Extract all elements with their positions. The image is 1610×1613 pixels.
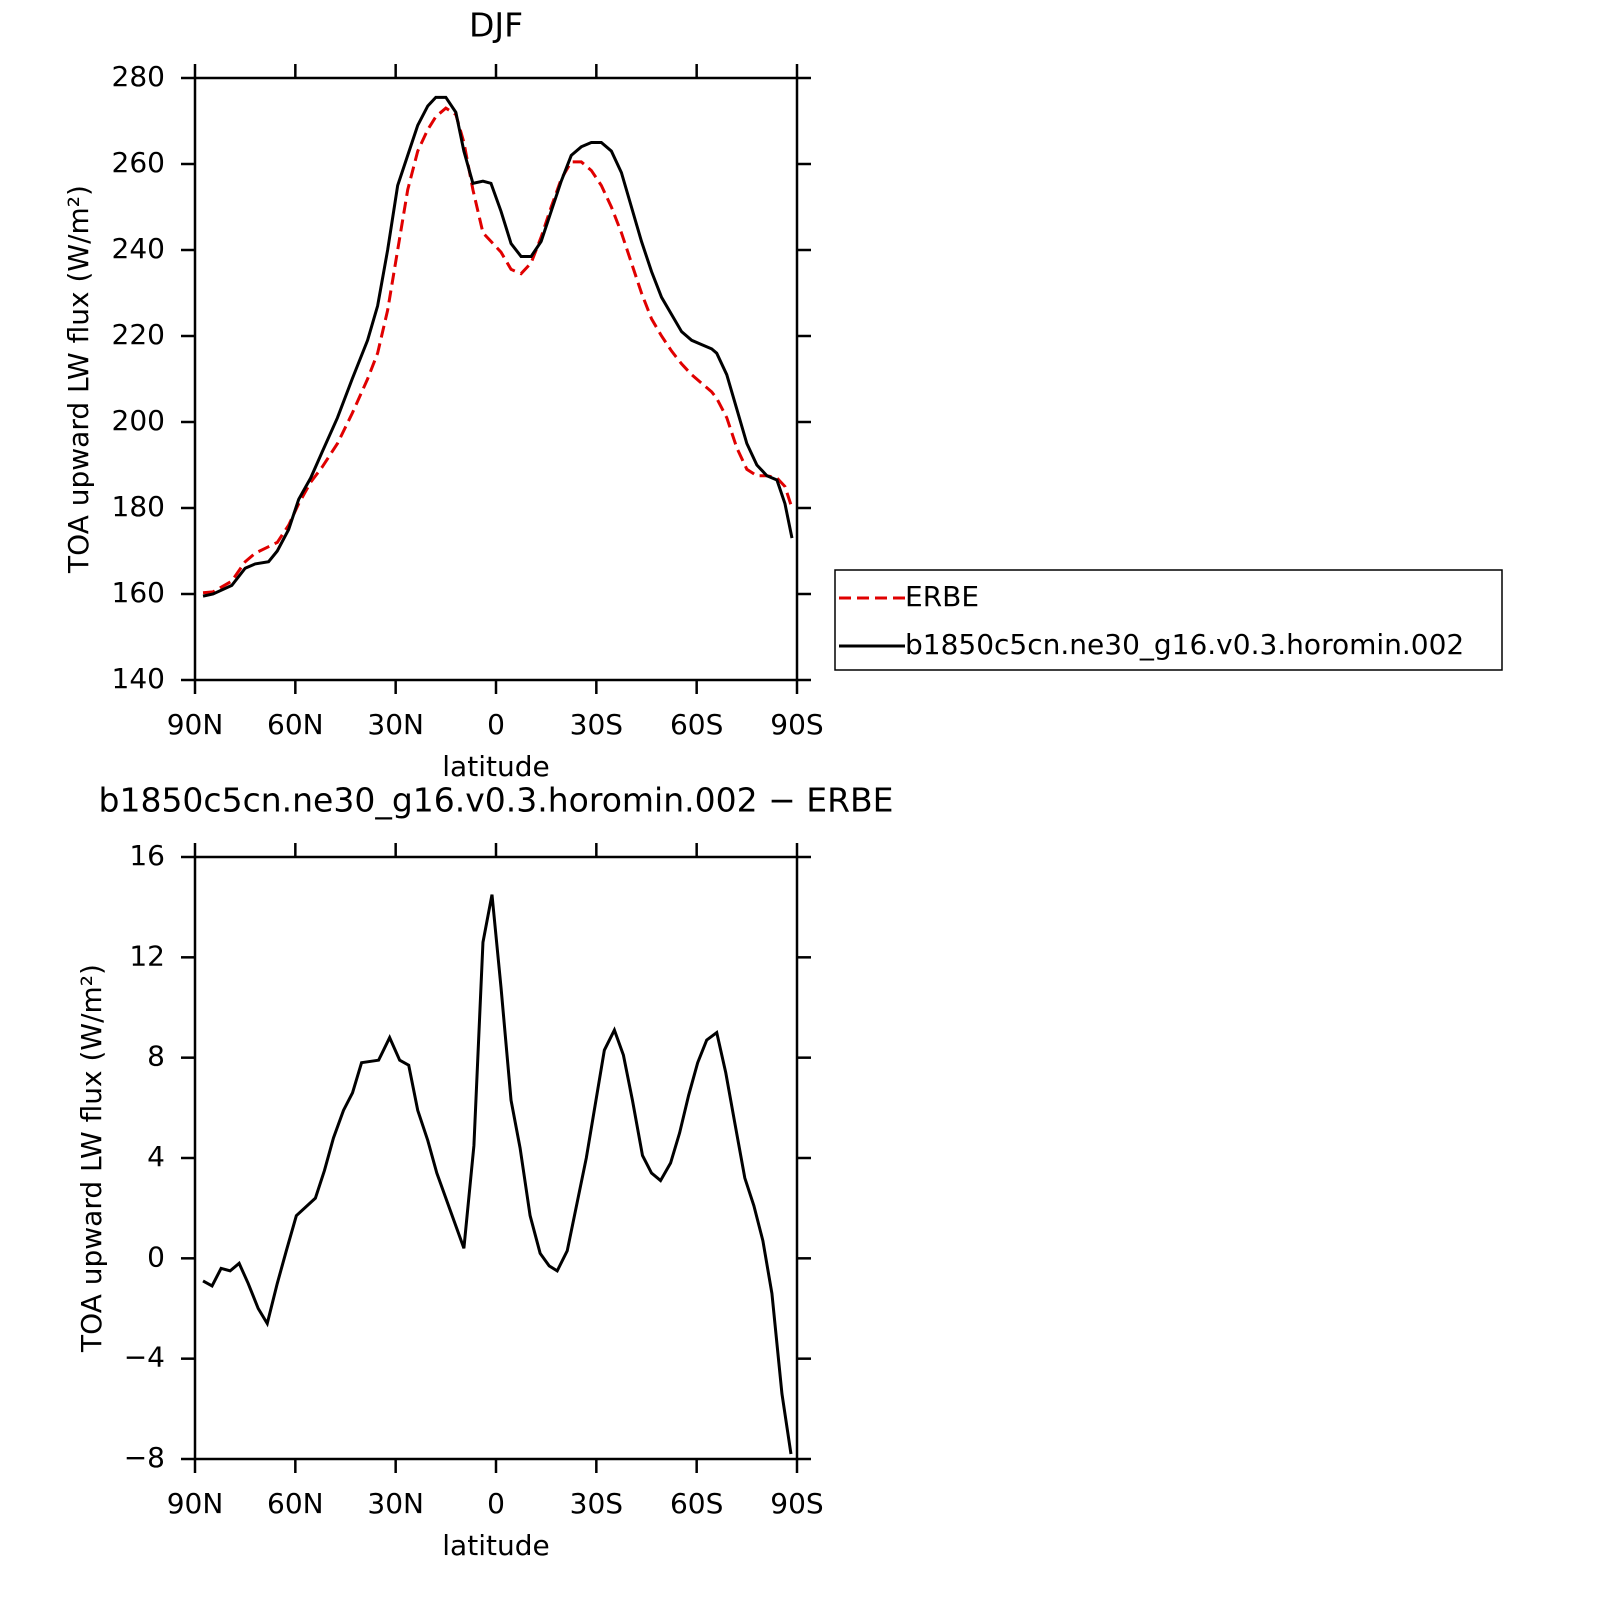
x-axis-label: latitude bbox=[442, 1529, 549, 1562]
chart-title: b1850c5cn.ne30_g16.v0.3.horomin.002 − ER… bbox=[99, 781, 894, 820]
plot-frame bbox=[193, 76, 799, 682]
x-tick-label: 90N bbox=[167, 708, 224, 741]
y-tick-label: −4 bbox=[124, 1341, 165, 1374]
x-tick-label: 30S bbox=[570, 1487, 623, 1520]
x-tick-label: 30N bbox=[367, 1487, 424, 1520]
x-tick-label: 90N bbox=[167, 1487, 224, 1520]
x-tick-label: 60N bbox=[267, 1487, 324, 1520]
legend-label: b1850c5cn.ne30_g16.v0.3.horomin.002 bbox=[905, 628, 1464, 661]
chart-title: DJF bbox=[469, 6, 523, 45]
y-tick-label: 200 bbox=[112, 404, 165, 437]
data-line bbox=[202, 95, 794, 598]
y-tick-label: 12 bbox=[129, 939, 165, 972]
legend-label: ERBE bbox=[905, 580, 979, 613]
x-tick-label: 0 bbox=[487, 708, 505, 741]
y-tick-label: 280 bbox=[112, 60, 165, 93]
legend-box bbox=[834, 569, 1503, 671]
x-tick-label: 90S bbox=[770, 708, 823, 741]
y-tick-label: 16 bbox=[129, 839, 165, 872]
data-line bbox=[202, 894, 793, 1455]
x-tick-label: 30N bbox=[367, 708, 424, 741]
y-tick-label: 180 bbox=[112, 490, 165, 523]
plot-frame bbox=[193, 855, 799, 1461]
y-tick-label: 220 bbox=[112, 318, 165, 351]
x-tick-label: 90S bbox=[770, 1487, 823, 1520]
x-tick-label: 60S bbox=[670, 1487, 723, 1520]
y-tick-label: 140 bbox=[112, 662, 165, 695]
y-tick-label: 160 bbox=[112, 576, 165, 609]
y-tick-label: 8 bbox=[147, 1040, 165, 1073]
x-axis-label: latitude bbox=[442, 750, 549, 783]
y-tick-label: −8 bbox=[124, 1441, 165, 1474]
data-line bbox=[202, 106, 794, 595]
x-tick-label: 60N bbox=[267, 708, 324, 741]
x-tick-label: 0 bbox=[487, 1487, 505, 1520]
x-tick-label: 30S bbox=[570, 708, 623, 741]
x-tick-label: 60S bbox=[670, 708, 723, 741]
y-tick-label: 4 bbox=[147, 1140, 165, 1173]
y-tick-label: 240 bbox=[112, 232, 165, 265]
y-axis-label: TOA upward LW flux (W/m²) bbox=[62, 185, 95, 574]
y-tick-label: 0 bbox=[147, 1240, 165, 1273]
y-tick-label: 260 bbox=[112, 146, 165, 179]
y-axis-label: TOA upward LW flux (W/m²) bbox=[75, 964, 108, 1353]
